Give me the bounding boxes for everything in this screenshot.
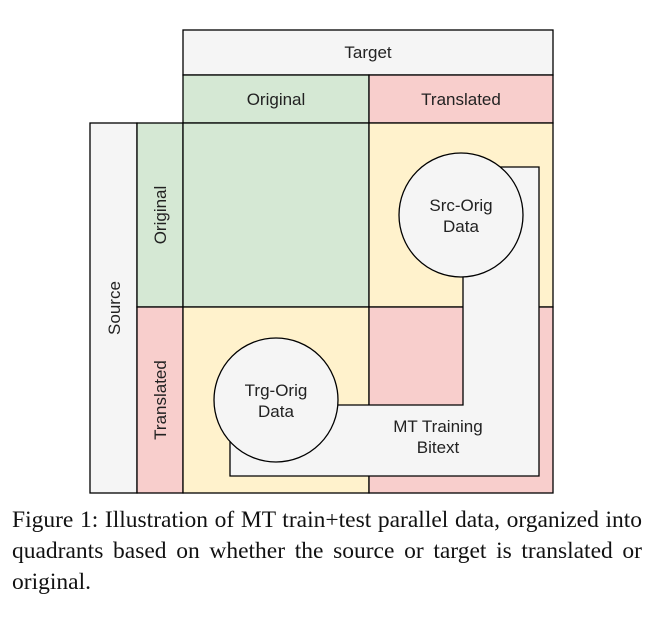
source-translated-header (136, 306, 184, 494)
source-original-label: Original (151, 186, 170, 245)
target-header-label: Target (344, 43, 392, 62)
source-header-label: Source (105, 281, 124, 335)
target-translated-header (368, 74, 554, 124)
trg-orig-label-line2: Data (258, 402, 294, 421)
trg-orig-label-line1: Trg-Orig (245, 381, 308, 400)
quadrant-diagram: Target Original Translated Source Origin… (89, 29, 554, 494)
source-translated-label: Translated (151, 360, 170, 440)
figure-caption: Figure 1: Illustration of MT train+test … (12, 507, 642, 595)
src-orig-label-line2: Data (443, 217, 479, 236)
trg-orig-data-node (213, 337, 339, 463)
src-orig-label-line1: Src-Orig (429, 196, 492, 215)
mt-training-label-line2: Bitext (417, 438, 460, 457)
target-original-header (182, 74, 370, 124)
src-orig-data-node (398, 152, 524, 278)
source-header-box (89, 122, 138, 494)
target-translated-label: Translated (421, 90, 501, 109)
quadrant-original-original (182, 122, 370, 308)
target-header-box (182, 29, 554, 76)
target-original-label: Original (247, 90, 306, 109)
mt-training-label-line1: MT Training (393, 417, 482, 436)
